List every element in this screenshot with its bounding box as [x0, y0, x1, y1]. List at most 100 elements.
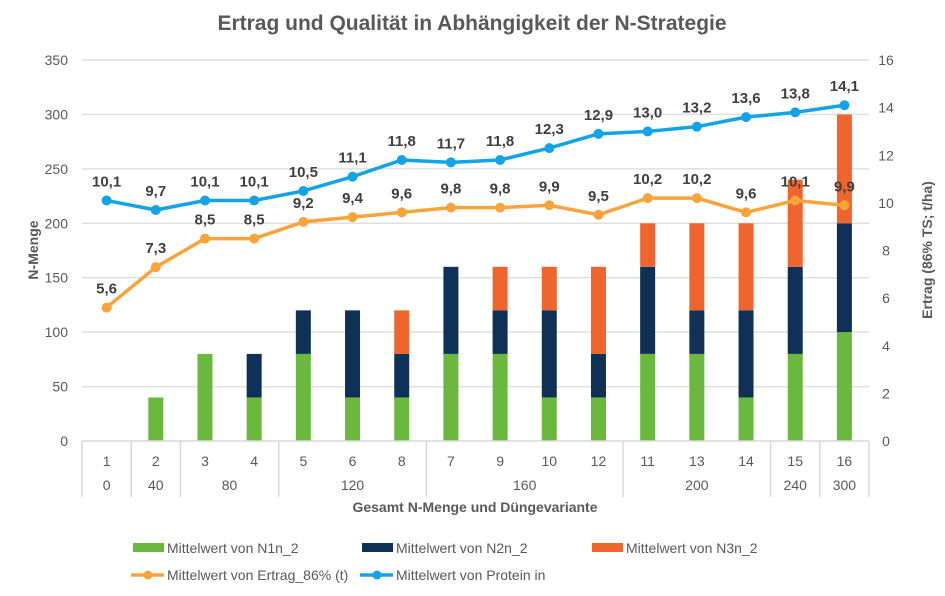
bar-mittelwert-von-n1n-2 — [394, 397, 410, 441]
point-ertrag — [642, 193, 653, 204]
point-ertrag — [790, 195, 801, 206]
data-label-protein: 9,7 — [145, 183, 166, 200]
chart-title: Ertrag und Qualität in Abhängigkeit der … — [217, 12, 726, 35]
group-label: 300 — [833, 477, 857, 493]
data-label-ertrag: 10,2 — [633, 171, 662, 188]
bar-mittelwert-von-n3n-2 — [640, 223, 656, 267]
bar-mittelwert-von-n2n-2 — [295, 310, 311, 354]
bar-mittelwert-von-n2n-2 — [640, 266, 656, 354]
bar-mittelwert-von-n1n-2 — [836, 332, 852, 441]
bar-mittelwert-von-n1n-2 — [345, 397, 361, 441]
point-ertrag — [741, 207, 752, 218]
bar-mittelwert-von-n3n-2 — [541, 266, 557, 311]
y-tick-label: 100 — [45, 324, 69, 340]
legend-item: Mittelwert von N1n_2 — [133, 540, 299, 556]
group-label: 240 — [784, 477, 808, 493]
legend-item: Mittelwert von N2n_2 — [362, 540, 528, 556]
bar-mittelwert-von-n2n-2 — [541, 310, 557, 398]
point-protein — [741, 112, 752, 123]
y-axis-title: N-Menge — [25, 220, 41, 279]
legend-swatch-bar — [362, 543, 393, 552]
data-label-protein: 12,9 — [584, 107, 613, 124]
point-protein — [298, 185, 309, 196]
point-ertrag — [445, 202, 456, 213]
data-label-ertrag: 9,9 — [539, 178, 560, 195]
y-tick-label: 300 — [45, 106, 69, 122]
point-protein — [691, 121, 702, 132]
data-label-ertrag: 9,8 — [490, 181, 511, 198]
point-protein — [839, 100, 850, 111]
legend-label: Mittelwert von N3n_2 — [626, 540, 758, 556]
legend: Mittelwert von N1n_2 Mittelwert von N2n_2… — [131, 540, 758, 583]
bar-mittelwert-von-n2n-2 — [345, 310, 361, 398]
legend-label: Mittelwert von N2n_2 — [396, 540, 528, 556]
bar-mittelwert-von-n2n-2 — [492, 310, 508, 354]
data-label-ertrag: 7,3 — [145, 240, 166, 257]
bar-mittelwert-von-n2n-2 — [246, 353, 262, 398]
data-label-ertrag: 10,1 — [781, 173, 810, 190]
data-label-protein: 11,8 — [486, 133, 514, 150]
group-label: 40 — [148, 477, 164, 493]
y-tick-label: 250 — [45, 161, 69, 177]
point-ertrag — [298, 216, 309, 227]
bar-mittelwert-von-n3n-2 — [836, 114, 852, 224]
data-label-ertrag: 5,6 — [96, 281, 117, 298]
y2-axis-title: Ertrag (86% TS; t/ha) — [919, 181, 935, 319]
bar-mittelwert-von-n1n-2 — [640, 353, 656, 441]
data-label-protein: 10,1 — [92, 173, 121, 190]
y2-tick-label: 2 — [882, 385, 890, 401]
category-label: 8 — [398, 453, 406, 469]
y2-tick-label: 16 — [878, 52, 894, 68]
point-protein — [544, 143, 555, 154]
line-ertrag — [105, 196, 845, 310]
y2-tick-label: 12 — [878, 147, 894, 163]
point-ertrag — [199, 233, 210, 244]
data-label-protein: 11,7 — [437, 135, 465, 152]
bar-mittelwert-von-n2n-2 — [394, 353, 410, 398]
point-ertrag — [839, 200, 850, 211]
data-label-ertrag: 9,9 — [834, 178, 855, 195]
y2-tick-label: 0 — [882, 433, 890, 449]
data-label-ertrag: 9,6 — [736, 185, 757, 202]
bar-mittelwert-von-n1n-2 — [541, 397, 557, 441]
bar-mittelwert-von-n2n-2 — [787, 266, 803, 354]
data-label-ertrag: 9,5 — [588, 188, 609, 205]
bar-mittelwert-von-n1n-2 — [590, 397, 606, 441]
legend-swatch-marker — [143, 570, 153, 580]
y2-tick-label: 10 — [878, 195, 894, 211]
point-protein — [593, 128, 604, 139]
data-label-protein: 13,8 — [781, 85, 810, 102]
point-protein — [396, 155, 407, 166]
y-tick-label: 350 — [45, 52, 69, 68]
point-protein — [495, 155, 506, 166]
data-label-ertrag: 9,4 — [342, 190, 364, 207]
data-label-protein: 10,5 — [289, 164, 318, 181]
point-ertrag — [691, 193, 702, 204]
point-ertrag — [495, 202, 506, 213]
bar-mittelwert-von-n1n-2 — [787, 353, 803, 441]
point-protein — [150, 205, 161, 216]
point-ertrag — [396, 207, 407, 218]
point-ertrag — [101, 302, 112, 313]
category-label: 6 — [349, 453, 357, 469]
bar-mittelwert-von-n1n-2 — [689, 353, 705, 441]
bar-mittelwert-von-n1n-2 — [197, 353, 213, 441]
point-ertrag — [150, 262, 161, 273]
bar-mittelwert-von-n1n-2 — [295, 353, 311, 441]
x-axis: 1 2 3 4 5 6 8 7 9 10 12 11 13 14 15 160 40 80 120 160 200 240… — [81, 440, 870, 497]
y-axis-ticks: 0 50 100 150 200 250 300 350 — [45, 52, 69, 449]
y-tick-label: 200 — [45, 215, 69, 231]
data-label-protein: 11,8 — [388, 133, 416, 150]
legend-item: Mittelwert von Protein in — [360, 567, 545, 583]
category-label: 2 — [152, 453, 160, 469]
group-label: 80 — [222, 477, 238, 493]
bar-mittelwert-von-n2n-2 — [443, 266, 459, 354]
data-label-ertrag: 9,6 — [391, 185, 412, 202]
point-protein — [445, 157, 456, 168]
point-protein — [249, 195, 260, 206]
y2-tick-label: 6 — [882, 290, 890, 306]
bar-mittelwert-von-n2n-2 — [738, 310, 754, 398]
group-label: 160 — [513, 477, 537, 493]
bar-mittelwert-von-n1n-2 — [148, 397, 164, 441]
category-label: 1 — [103, 453, 111, 469]
